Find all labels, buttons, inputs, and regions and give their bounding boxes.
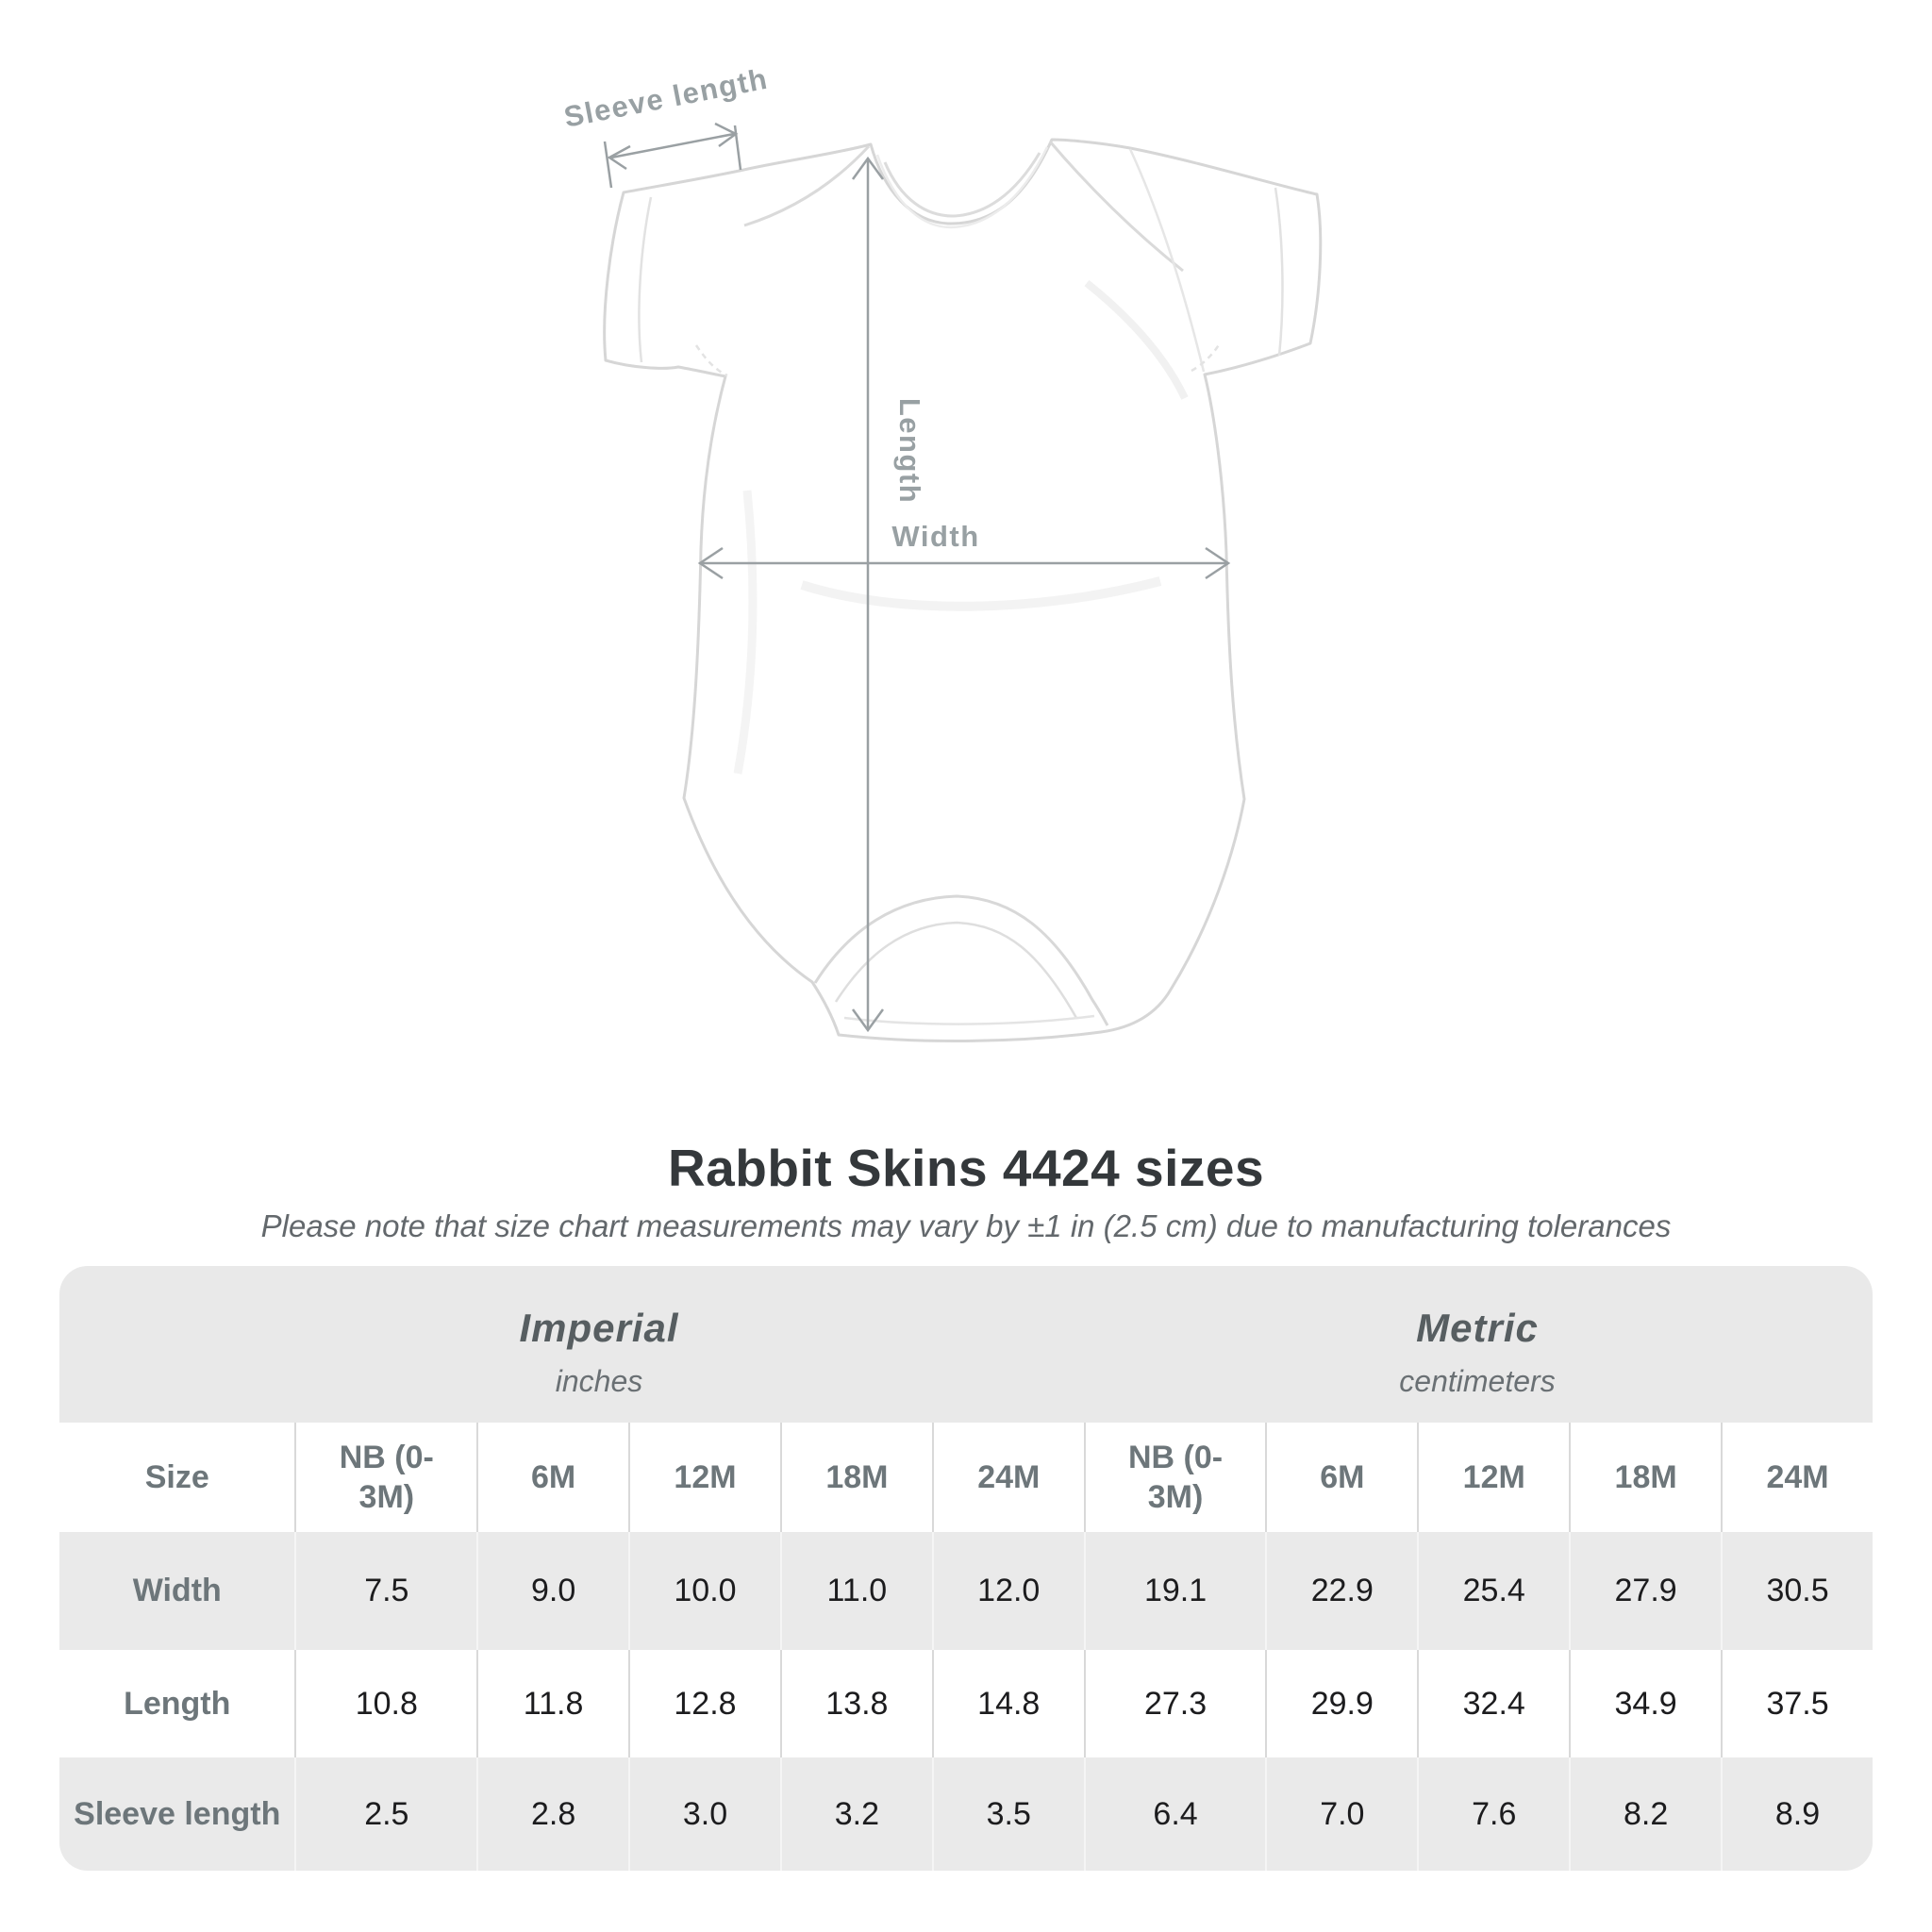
- length-label: Length: [893, 398, 926, 504]
- collar-inner-edge: [883, 152, 1041, 218]
- table-cell: 10.8: [294, 1650, 478, 1757]
- sleeve-dimension-line: [610, 132, 735, 159]
- page-title: Rabbit Skins 4424 sizes: [667, 1139, 1265, 1197]
- right-armhole-seam: [1128, 148, 1206, 373]
- arrowhead-left-icon: [607, 144, 631, 171]
- fabric-fold-shadow: [733, 490, 758, 774]
- row-label: Length: [124, 1685, 231, 1722]
- table-cell: 3.0: [628, 1757, 781, 1871]
- right-shoulder-fold: [1048, 141, 1184, 273]
- table-cell: 12.8: [628, 1650, 781, 1757]
- table-cell: 11.0: [779, 1532, 933, 1650]
- table-row-length: Length 10.8 11.8 12.8 13.8 14.8 27.3 29.…: [59, 1650, 1873, 1757]
- table-cell: 8.9: [1721, 1757, 1873, 1871]
- sleeve-length-label: Sleeve length: [561, 62, 771, 134]
- arrowhead-down-icon: [851, 1008, 885, 1033]
- table-cell: 30.5: [1721, 1532, 1873, 1650]
- table-row-width: Width 7.5 9.0 10.0 11.0 12.0 19.1 22.9 2…: [59, 1532, 1873, 1650]
- metric-label: Metric: [1416, 1305, 1539, 1350]
- column-header-metric-24m: 24M: [1721, 1423, 1873, 1532]
- column-header-metric-nb: NB (0-3M): [1083, 1423, 1267, 1532]
- arrowhead-left-icon: [697, 546, 724, 580]
- arrowhead-right-icon: [1205, 546, 1231, 580]
- table-cell: 27.9: [1569, 1532, 1723, 1650]
- table-cell: 10.0: [628, 1532, 781, 1650]
- table-cell: 29.9: [1265, 1650, 1419, 1757]
- column-header-imperial-18m: 18M: [779, 1423, 933, 1532]
- table-cell: 32.4: [1417, 1650, 1571, 1757]
- arrowhead-right-icon: [714, 122, 739, 148]
- column-header-metric-12m: 12M: [1417, 1423, 1571, 1532]
- column-header-metric-6m: 6M: [1265, 1423, 1419, 1532]
- column-header-label: NB (0-3M): [339, 1439, 434, 1516]
- size-header-row: Size NB (0-3M) 6M 12M 18M 24M NB (0-3M) …: [59, 1423, 1873, 1532]
- fabric-fold-shadow: [1084, 279, 1189, 400]
- left-underarm-stitch: [694, 344, 728, 377]
- table-cell: 7.0: [1265, 1757, 1419, 1871]
- column-header-imperial-nb: NB (0-3M): [294, 1423, 478, 1532]
- bodysuit-silhouette: [603, 138, 1323, 1042]
- bodysuit-measurement-diagram: Sleeve length Length Width: [561, 62, 1323, 1042]
- bodysuit-illustration: [603, 138, 1323, 1042]
- size-column-header: Size: [144, 1458, 209, 1495]
- imperial-label: Imperial: [519, 1305, 679, 1350]
- measurements-table: Size NB (0-3M) 6M 12M 18M 24M NB (0-3M) …: [59, 1423, 1873, 1871]
- table-row-sleeve-length: Sleeve length 2.5 2.8 3.0 3.2 3.5 6.4 7.…: [59, 1757, 1873, 1871]
- table-cell: 27.3: [1083, 1650, 1267, 1757]
- column-header-metric-18m: 18M: [1569, 1423, 1723, 1532]
- table-cell: 3.2: [779, 1757, 933, 1871]
- table-cell: 12.0: [931, 1532, 1085, 1650]
- tolerance-note: Please note that size chart measurements…: [260, 1208, 1672, 1243]
- table-cell: 34.9: [1569, 1650, 1723, 1757]
- imperial-group-header: Imperial inches: [59, 1266, 1082, 1423]
- row-label: Sleeve length: [74, 1795, 281, 1832]
- column-header-imperial-6m: 6M: [476, 1423, 630, 1532]
- table-cell: 19.1: [1083, 1532, 1267, 1650]
- sleeve-dimension-tick-left: [603, 141, 613, 189]
- imperial-unit-label: inches: [555, 1363, 643, 1398]
- width-label: Width: [891, 520, 979, 553]
- fabric-fold-shadow: [800, 576, 1162, 611]
- column-header-imperial-24m: 24M: [931, 1423, 1085, 1532]
- table-cell: 2.8: [476, 1757, 630, 1871]
- right-underarm-stitch: [1191, 342, 1222, 373]
- table-cell: 11.8: [476, 1650, 630, 1757]
- left-shoulder-fold: [743, 144, 871, 227]
- table-cell: 22.9: [1265, 1532, 1419, 1650]
- right-cuff-seam: [1274, 187, 1284, 357]
- table-cell: 37.5: [1721, 1650, 1873, 1757]
- dimension-annotations: [603, 122, 1231, 1033]
- left-cuff-seam: [638, 196, 653, 363]
- row-label: Width: [132, 1573, 222, 1609]
- metric-group-header: Metric centimeters: [1082, 1266, 1873, 1423]
- table-cell: 3.5: [931, 1757, 1085, 1871]
- table-cell: 25.4: [1417, 1532, 1571, 1650]
- table-cell: 6.4: [1083, 1757, 1267, 1871]
- table-cell: 13.8: [779, 1650, 933, 1757]
- table-cell: 7.5: [294, 1532, 478, 1650]
- collar-ribbing: [875, 146, 1049, 229]
- table-cell: 9.0: [476, 1532, 630, 1650]
- size-chart-table: Imperial inches Metric centimeters Size …: [59, 1266, 1873, 1871]
- unit-group-header: Imperial inches Metric centimeters: [59, 1266, 1873, 1423]
- metric-unit-label: centimeters: [1399, 1363, 1556, 1398]
- arrowhead-up-icon: [851, 156, 885, 180]
- table-cell: 7.6: [1417, 1757, 1571, 1871]
- column-header-label: NB (0-3M): [1127, 1439, 1224, 1516]
- table-cell: 14.8: [931, 1650, 1085, 1757]
- sleeve-dimension-tick-right: [733, 125, 742, 171]
- table-cell: 2.5: [294, 1757, 478, 1871]
- table-cell: 8.2: [1569, 1757, 1723, 1871]
- column-header-imperial-12m: 12M: [628, 1423, 781, 1532]
